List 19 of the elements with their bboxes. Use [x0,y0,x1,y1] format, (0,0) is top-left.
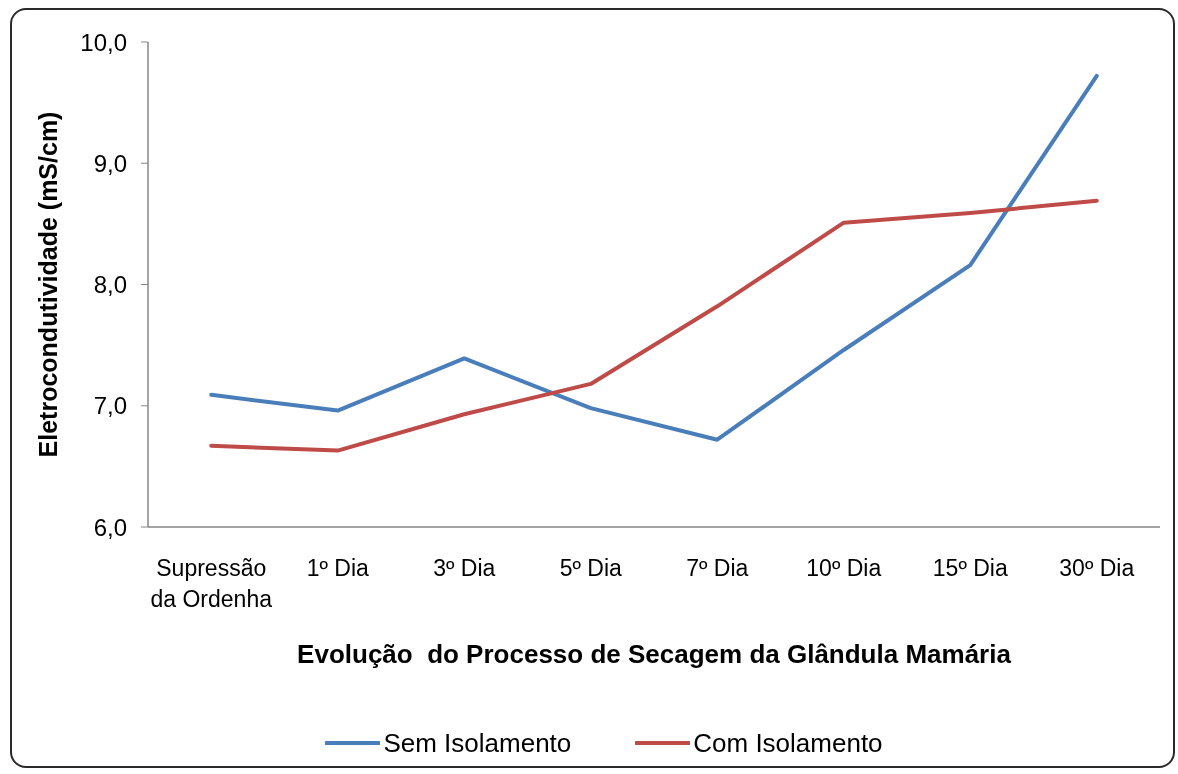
legend-label: Com Isolamento [693,727,883,759]
x-tick-label: 5º Dia [559,555,622,582]
y-tick-label: 9,0 [93,149,127,177]
legend-label: Sem Isolamento [383,727,572,759]
line-series [209,73,1099,442]
y-axis-title: Eletrocondutividade (mS/cm) [34,111,62,458]
y-tick-label: 7,0 [93,392,127,420]
x-tick-label: 7º Dia [686,555,749,582]
y-tick-label: 8,0 [93,271,127,299]
x-tick-label: 1º Dia [306,555,369,582]
line-series [209,198,1099,453]
y-tick-label: 10,0 [80,28,127,56]
x-axis-title: Evolução do Processo de Secagem da Glândula Mamária [297,639,1012,669]
y-tick-label: 6,0 [93,513,127,541]
x-tick-label: 10º Dia [806,555,882,582]
x-tick-label: Supressão da Ordenha [150,555,273,613]
x-tick-label: 15º Dia [932,555,1008,582]
x-tick-label: 3º Dia [433,555,496,582]
x-tick-label: 30º Dia [1059,555,1135,582]
